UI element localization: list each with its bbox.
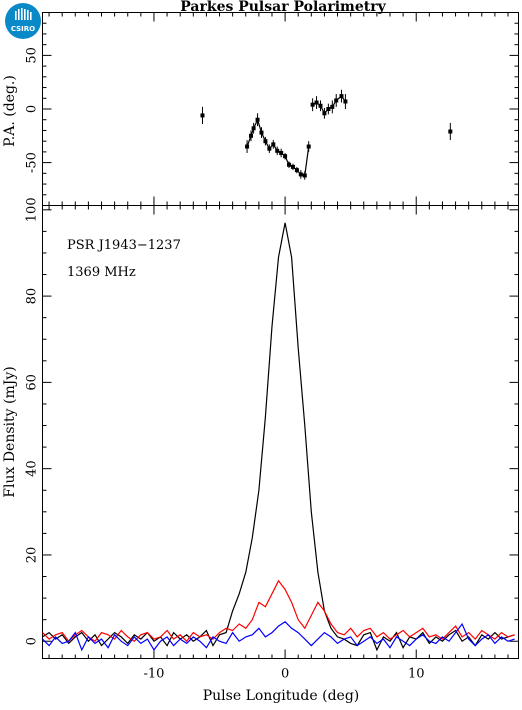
pa-point: [271, 142, 276, 147]
y-tick-label: -50: [25, 152, 40, 173]
pa-point: [318, 103, 323, 108]
pa-axis-ticks: -50 0 50: [25, 12, 519, 206]
y-tick-label: 20: [25, 547, 40, 564]
circular-polarization-line: [42, 621, 515, 652]
pa-point: [248, 133, 253, 138]
flux-axis-title: Flux Density (mJy): [2, 366, 18, 497]
pa-point: [298, 172, 303, 177]
total-intensity-line: [42, 222, 515, 652]
pa-point: [314, 100, 319, 105]
pa-point: [290, 164, 295, 169]
pa-point: [287, 162, 292, 167]
pa-point: [448, 129, 453, 134]
x-tick-label: 10: [408, 667, 425, 682]
pa-point: [255, 117, 260, 122]
pa-point: [339, 94, 344, 99]
y-tick-label: 0: [25, 637, 40, 645]
pa-point: [245, 144, 250, 149]
pulsar-name-annotation: PSR J1943−1237: [67, 238, 181, 253]
pa-point: [302, 173, 307, 178]
pa-point: [343, 99, 348, 104]
csiro-logo-bars-icon: [15, 8, 32, 20]
pa-point: [275, 148, 280, 153]
x-tick-label: 0: [281, 667, 289, 682]
pa-point: [251, 126, 256, 131]
y-tick-label: 50: [25, 47, 40, 64]
y-tick-label: 0: [25, 105, 40, 113]
csiro-logo-text: CSIRO: [11, 25, 35, 33]
y-tick-label: 80: [25, 288, 40, 305]
pa-panel-frame: [42, 12, 519, 206]
y-tick-label: 100: [25, 197, 40, 222]
pa-point: [310, 102, 315, 107]
pa-data-points: [200, 89, 453, 180]
x-axis-title: Pulse Longitude (deg): [203, 688, 360, 704]
pa-point: [279, 150, 284, 155]
x-tick-label: -10: [143, 667, 164, 682]
pa-point: [334, 98, 339, 103]
pa-connecting-line: [246, 118, 310, 177]
pa-point: [259, 130, 264, 135]
pa-point: [263, 139, 268, 144]
flux-panel-frame: [42, 205, 519, 659]
pa-point: [294, 168, 299, 173]
chart-title: Parkes Pulsar Polarimetry: [180, 0, 386, 15]
pa-point: [200, 113, 205, 118]
linear-polarization-line: [42, 579, 515, 643]
pa-point: [306, 144, 311, 149]
flux-profile-lines: [42, 222, 515, 652]
pa-axis-title: P.A. (deg.): [2, 75, 18, 147]
pa-point: [326, 107, 331, 111]
pa-point: [283, 154, 288, 159]
pa-point: [322, 111, 327, 116]
y-tick-label: 60: [25, 374, 40, 391]
csiro-logo: CSIRO: [5, 3, 41, 39]
pa-point: [267, 146, 272, 151]
y-tick-label: 40: [25, 460, 40, 477]
frequency-annotation: 1369 MHz: [67, 265, 136, 280]
csiro-logo-disc: [5, 3, 41, 39]
pa-point: [330, 104, 335, 109]
